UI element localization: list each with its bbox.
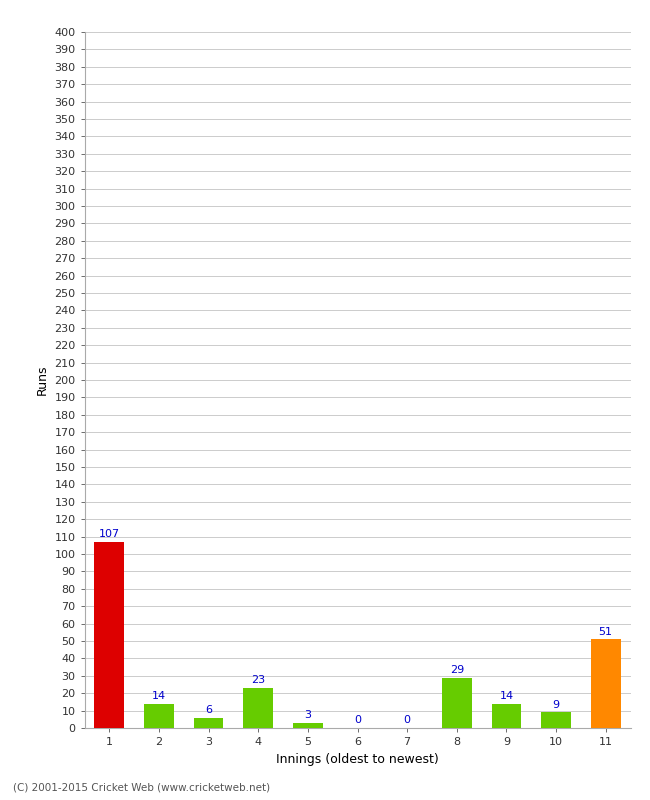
Text: 23: 23	[251, 675, 265, 686]
Text: 14: 14	[152, 691, 166, 701]
Text: 29: 29	[450, 665, 464, 675]
Text: 107: 107	[99, 530, 120, 539]
Text: 3: 3	[304, 710, 311, 720]
Bar	[243, 688, 273, 728]
Bar	[194, 718, 224, 728]
Text: 0: 0	[354, 715, 361, 726]
X-axis label: Innings (oldest to newest): Innings (oldest to newest)	[276, 753, 439, 766]
Text: 0: 0	[404, 715, 411, 726]
Text: 9: 9	[552, 700, 560, 710]
Text: 51: 51	[599, 626, 613, 637]
Bar	[442, 678, 472, 728]
Bar	[541, 712, 571, 728]
Bar	[94, 542, 124, 728]
Bar	[591, 639, 621, 728]
Bar	[144, 704, 174, 728]
Bar	[293, 722, 323, 728]
Text: 14: 14	[499, 691, 514, 701]
Bar	[491, 704, 521, 728]
Y-axis label: Runs: Runs	[36, 365, 49, 395]
Text: 6: 6	[205, 705, 212, 715]
Text: (C) 2001-2015 Cricket Web (www.cricketweb.net): (C) 2001-2015 Cricket Web (www.cricketwe…	[13, 782, 270, 792]
